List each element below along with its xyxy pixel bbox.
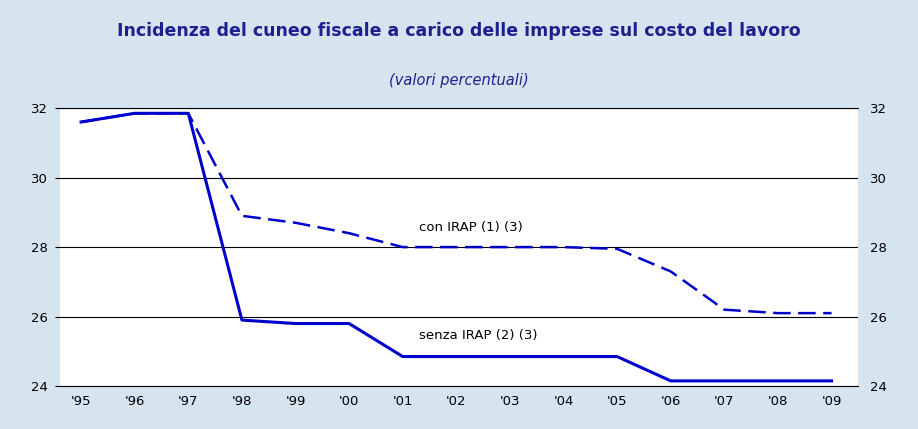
Text: senza IRAP (2) (3): senza IRAP (2) (3) xyxy=(419,329,537,342)
Text: con IRAP (1) (3): con IRAP (1) (3) xyxy=(419,221,522,235)
Text: Incidenza del cuneo fiscale a carico delle imprese sul costo del lavoro: Incidenza del cuneo fiscale a carico del… xyxy=(118,22,800,40)
Text: (valori percentuali): (valori percentuali) xyxy=(389,73,529,88)
